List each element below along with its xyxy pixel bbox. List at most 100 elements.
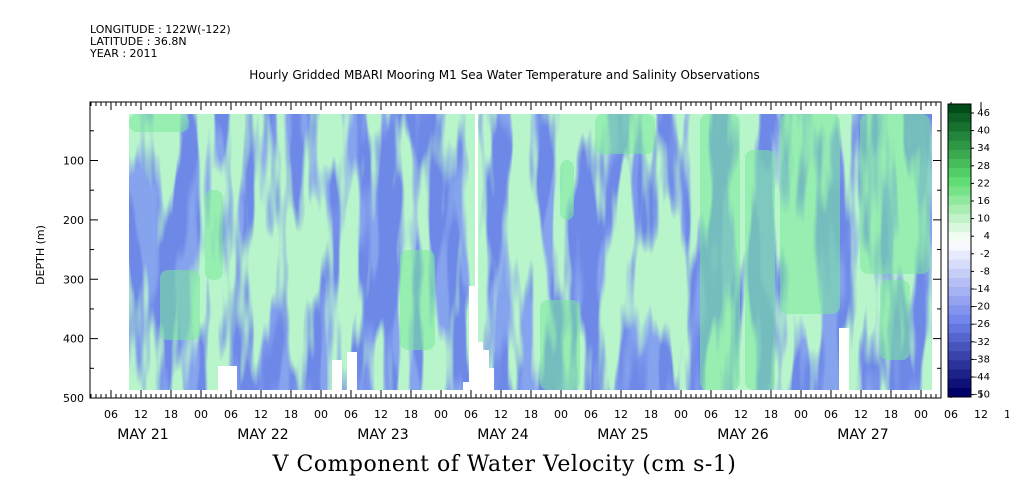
- longitude-label: LONGITUDE : 122W(-122): [90, 23, 231, 36]
- x-tick-label: 18: [524, 408, 538, 421]
- colorbar-label: 4: [984, 231, 990, 242]
- colorbar-swatch: [948, 323, 971, 334]
- x-tick-label: 18: [164, 408, 178, 421]
- field-positive-bands: [129, 114, 930, 390]
- colorbar-label: 10: [977, 214, 990, 225]
- velocity-field: [129, 114, 932, 390]
- colorbar-swatch: [948, 149, 971, 160]
- colorbar-swatch: [948, 378, 971, 389]
- year-label: YEAR : 2011: [90, 47, 158, 60]
- x-tick-label: 06: [464, 408, 478, 421]
- x-tick-label: 18: [764, 408, 778, 421]
- y-axis-label: DEPTH (m): [34, 225, 47, 285]
- colorbar-swatch: [948, 131, 971, 142]
- colorbar-swatch: [948, 186, 971, 197]
- chart-title: Hourly Gridded MBARI Mooring M1 Sea Wate…: [249, 68, 760, 82]
- x-day-label: MAY 23: [357, 427, 408, 443]
- gap-3: [347, 352, 357, 390]
- x-tick-label: 12: [614, 408, 628, 421]
- colorbar-swatch: [948, 296, 971, 306]
- colorbar-swatch: [948, 287, 971, 297]
- y-tick-label-300: 300: [63, 273, 84, 286]
- x-tick-label: 06: [944, 408, 958, 421]
- gap-5: [477, 342, 483, 390]
- colorbar-swatch: [948, 277, 971, 288]
- x-tick-label: 06: [824, 408, 838, 421]
- x-tick-label: 18: [284, 408, 298, 421]
- x-tick-label: 18: [644, 408, 658, 421]
- positive-band-6: [880, 280, 910, 360]
- x-tick-label: 18: [404, 408, 418, 421]
- colorbar-swatch: [948, 387, 971, 398]
- colorbar-swatch: [948, 104, 971, 114]
- positive-band-4: [780, 114, 840, 314]
- positive-band-3: [745, 150, 775, 390]
- x-day-label: MAY 22: [237, 427, 288, 443]
- colorbar-frame: [947, 103, 972, 398]
- colorbar-swatch: [948, 177, 971, 187]
- y-tick-label-100: 100: [63, 155, 84, 168]
- colorbar-label: 22: [977, 178, 990, 189]
- x-tick-label: 00: [794, 408, 808, 421]
- x-day-label: MAY 26: [717, 427, 768, 443]
- x-day-label: MAY 25: [597, 427, 648, 443]
- x-tick-label: 00: [914, 408, 928, 421]
- data-gaps: [218, 112, 849, 390]
- x-tick-label: 12: [854, 408, 868, 421]
- colorbar-swatch: [948, 158, 971, 169]
- colorbar-swatch: [948, 223, 971, 233]
- positive-band-11: [560, 160, 574, 220]
- x-tick-label: 12: [134, 408, 148, 421]
- colorbar-swatch: [948, 204, 971, 215]
- colorbar-swatch: [948, 369, 971, 380]
- colorbar-swatch: [948, 305, 971, 316]
- colorbar-label: -20: [974, 302, 990, 313]
- y-tick-label-400: 400: [63, 333, 84, 346]
- colorbar-swatch: [948, 259, 971, 270]
- colorbar-swatch: [948, 342, 971, 352]
- x-day-label: MAY 21: [117, 427, 168, 443]
- x-tick-label: 06: [704, 408, 718, 421]
- gap-7: [463, 382, 469, 390]
- colorbar-label: -2: [980, 249, 990, 260]
- colorbar-label: -50: [974, 390, 990, 401]
- colorbar-swatch: [948, 140, 971, 151]
- colorbar-swatch: [948, 113, 971, 123]
- colorbar-swatch: [948, 268, 971, 279]
- colorbar-swatch: [948, 332, 971, 343]
- colorbar-label: 28: [977, 161, 990, 172]
- gap-1: [218, 366, 237, 390]
- colorbar-swatch: [948, 213, 971, 224]
- chart-subtitle: V Component of Water Velocity (cm s-1): [272, 452, 737, 477]
- y-tick-label-200: 200: [63, 214, 84, 227]
- colorbar-swatch: [948, 250, 971, 261]
- colorbar-label: -32: [974, 337, 990, 348]
- positive-band-1: [595, 114, 655, 154]
- x-tick-label: 06: [224, 408, 238, 421]
- x-tick-label: 18: [884, 408, 898, 421]
- x-day-label: MAY 24: [477, 427, 528, 443]
- x-tick-label: 00: [674, 408, 688, 421]
- positive-band-9: [400, 250, 435, 350]
- x-tick-label: 12: [734, 408, 748, 421]
- colorbar-label: 16: [977, 196, 990, 207]
- positive-band-7: [160, 270, 200, 340]
- colorbar-swatch: [948, 168, 971, 178]
- colorbar-label: -38: [974, 354, 990, 365]
- colorbar-swatch: [948, 241, 971, 251]
- colorbar-swatch: [948, 314, 971, 325]
- colorbar-label: 46: [977, 108, 990, 119]
- gap-9: [839, 328, 849, 390]
- positive-band-10: [540, 300, 580, 390]
- y-tick-label-500: 500: [63, 392, 84, 405]
- x-tick-label: 06: [584, 408, 598, 421]
- x-tick-label: 00: [314, 408, 328, 421]
- gap-2: [332, 360, 342, 390]
- x-tick-label: 12: [974, 408, 988, 421]
- x-tick-label: 12: [494, 408, 508, 421]
- x-tick-label: 00: [194, 408, 208, 421]
- positive-band-5: [860, 114, 930, 274]
- colorbar-label: 40: [977, 126, 990, 137]
